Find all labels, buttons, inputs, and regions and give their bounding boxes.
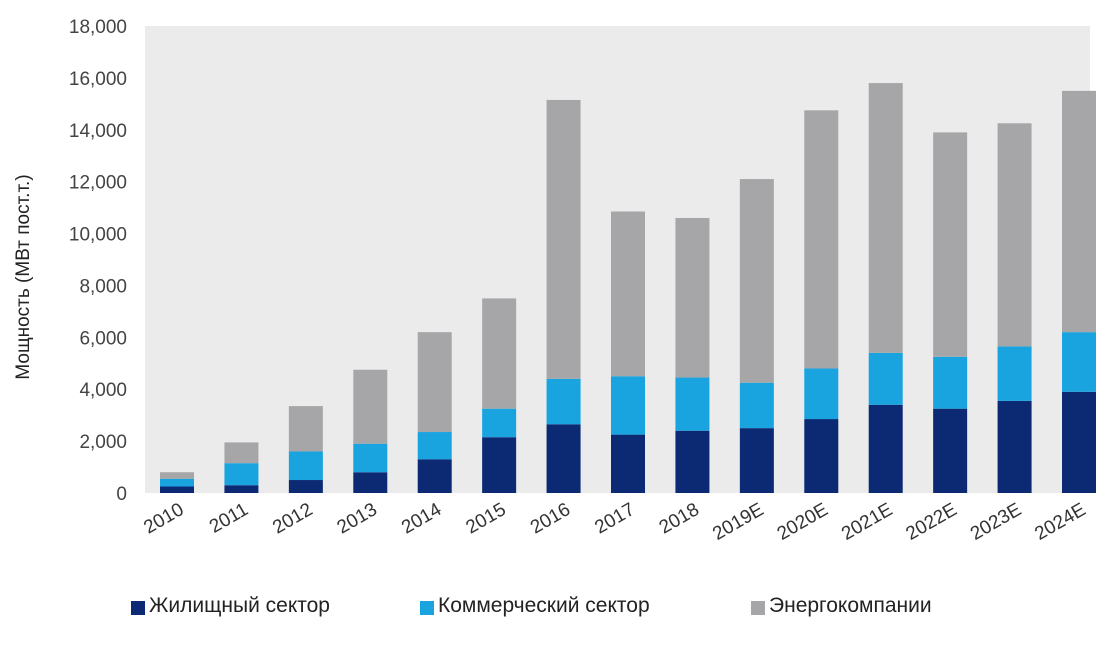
bar-segment-utilities (611, 211, 645, 377)
x-tick-label: 2021E (838, 499, 896, 545)
x-tick-label: 2014 (398, 499, 445, 539)
bar-segment-utilities (804, 110, 839, 369)
x-tick-label: 2024E (1031, 499, 1089, 545)
x-tick-label: 2019E (709, 499, 767, 545)
x-tick-label: 2012 (269, 499, 316, 538)
bar-segment-residential (482, 437, 517, 493)
x-tick-label: 2023E (967, 499, 1025, 545)
y-tick-label: 4,000 (79, 380, 127, 401)
legend-swatch-utilities (751, 601, 765, 615)
bar-segment-residential (804, 419, 839, 493)
y-tick-label: 6,000 (79, 328, 127, 349)
stacked-bar-chart: 18,000 16,000 14,000 12,000 10,000 8,000 6,000… (13, 17, 1096, 545)
bar-segment-commercial (804, 368, 839, 420)
bars (160, 83, 1096, 493)
bar-segment-utilities (224, 442, 259, 464)
y-tick-label: 8,000 (79, 276, 127, 297)
bar-segment-residential (997, 400, 1032, 493)
bar-segment-utilities (482, 298, 517, 409)
x-tick-label: 2013 (334, 499, 381, 538)
bar-segment-commercial (997, 346, 1032, 401)
bar-segment-residential (739, 428, 774, 493)
x-tick-label: 2015 (463, 499, 510, 538)
x-tick-label: 2022E (903, 499, 961, 545)
legend-label-commercial: Коммерческий сектор (438, 594, 650, 617)
bar-segment-residential (224, 485, 259, 493)
y-tick-label: 18,000 (69, 17, 127, 38)
legend: Жилищный сектор Коммерческий сектор Энер… (0, 594, 1100, 624)
bar-segment-commercial (482, 408, 517, 438)
bar-segment-utilities (997, 123, 1032, 347)
y-tick-label: 10,000 (69, 225, 127, 246)
legend-label-residential: Жилищный сектор (149, 594, 330, 617)
y-tick-label: 12,000 (69, 173, 127, 194)
legend-label-utilities: Энергокомпании (769, 594, 932, 617)
bar-segment-residential (1062, 391, 1096, 493)
bar-segment-commercial (160, 478, 194, 487)
bar-segment-residential (546, 424, 581, 493)
bar-segment-residential (288, 480, 323, 493)
bar-segment-utilities (675, 217, 710, 378)
y-tick-label: 2,000 (79, 432, 127, 453)
x-tick-label: 2011 (206, 499, 252, 538)
bar-segment-residential (611, 434, 645, 493)
bar-segment-commercial (417, 432, 452, 460)
x-tick-label: 2016 (527, 499, 574, 538)
bar-segment-utilities (1062, 90, 1096, 333)
x-tick-label: 2020E (774, 499, 832, 545)
legend-swatch-residential (131, 601, 145, 615)
bar-segment-commercial (739, 382, 774, 429)
bar-segment-utilities (353, 369, 388, 444)
bar-segment-residential (353, 472, 388, 493)
legend-item-residential: Жилищный сектор (131, 594, 330, 618)
x-tick-label: 2010 (140, 499, 187, 538)
y-tick-label: 14,000 (69, 121, 127, 142)
bar-segment-residential (868, 404, 903, 493)
bar-segment-residential (417, 459, 452, 493)
y-axis-label: Мощность (МВт пост.т.) (13, 174, 34, 379)
bar-segment-utilities (546, 99, 581, 379)
y-axis-ticks: 18,000 16,000 14,000 12,000 10,000 8,000 6,000… (69, 17, 127, 505)
bar-segment-commercial (611, 376, 645, 435)
bar-segment-commercial (868, 352, 903, 405)
legend-item-utilities: Энергокомпании (751, 594, 932, 618)
bar-segment-utilities (739, 179, 774, 383)
bar-segment-utilities (868, 83, 903, 353)
bar-segment-residential (675, 430, 710, 493)
y-tick-label: 0 (116, 484, 127, 505)
x-tick-label: 2018 (656, 499, 703, 538)
bar-segment-commercial (1062, 332, 1096, 392)
bar-segment-commercial (224, 463, 259, 486)
x-axis-ticks: 2010 2011 2012 2013 2014 2015 2016 2017 2018 2019… (140, 499, 1089, 545)
bar-segment-utilities (417, 332, 452, 433)
bar-segment-residential (160, 486, 194, 493)
y-tick-label: 16,000 (69, 69, 127, 90)
bar-segment-utilities (288, 406, 323, 452)
bar-segment-commercial (933, 356, 968, 409)
legend-item-commercial: Коммерческий сектор (420, 594, 650, 618)
bar-segment-commercial (546, 378, 581, 425)
bar-segment-commercial (353, 443, 388, 473)
x-tick-label: 2017 (591, 499, 638, 538)
bar-segment-commercial (288, 451, 323, 481)
bar-segment-commercial (675, 377, 710, 431)
bar-segment-utilities (933, 132, 968, 357)
bar-segment-residential (933, 408, 968, 493)
legend-swatch-commercial (420, 601, 434, 615)
bar-segment-utilities (160, 472, 194, 479)
